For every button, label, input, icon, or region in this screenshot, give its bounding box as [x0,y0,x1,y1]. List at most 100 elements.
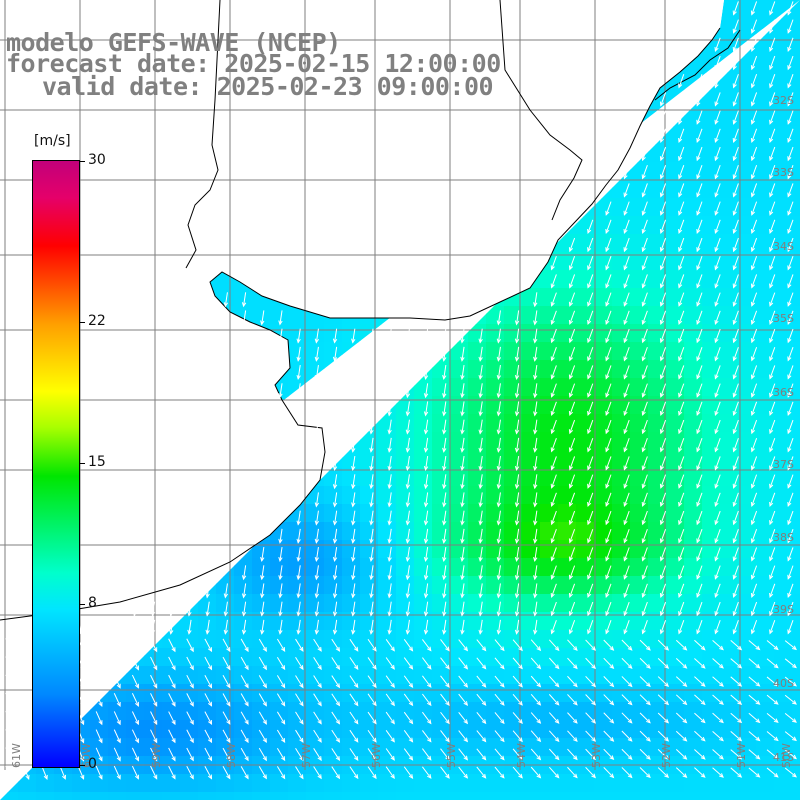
wind-arrowhead [787,592,792,599]
wind-arrowhead [787,319,792,326]
legend-tick-label: 22 [88,313,106,330]
wind-arrowhead [332,538,338,544]
wind-arrow [425,437,429,452]
wind-arrow [623,328,630,343]
wind-arrow [660,165,667,179]
wind-arrowhead [207,719,213,725]
wind-arrowhead [623,338,628,344]
wind-arrowhead [226,774,231,780]
wind-arrow [534,474,538,489]
wind-arrowhead [460,374,465,381]
wind-arrowhead [609,755,615,761]
wind-arrow [494,657,505,669]
wind-arrowhead [732,592,737,599]
wind-arrow [516,328,520,343]
wind-arrow [696,274,703,288]
wind-arrow [605,328,612,343]
wind-arrowhead [278,611,283,617]
wind-arrowhead [659,301,665,307]
wind-arrow [657,748,669,760]
wind-arrowhead [442,411,447,417]
wind-arrowhead [153,683,158,689]
wind-arrowhead [387,393,392,399]
wind-arrow [370,547,374,561]
wind-arrowhead [244,647,249,653]
wind-arrowhead [659,410,665,417]
wind-arrowhead [732,301,737,307]
wind-arrowhead [587,611,592,617]
wind-arrow [352,619,356,634]
wind-arrow [497,528,501,543]
wind-arrowhead [550,319,555,326]
wind-arrow [295,675,304,688]
wind-arrow [714,310,721,325]
wind-arrow [585,766,596,778]
wind-arrowhead [714,192,719,198]
wind-arrow [425,601,429,616]
wind-arrowhead [496,502,502,508]
wind-arrow [295,638,304,652]
wind-arrowhead [755,663,761,669]
wind-arrow [370,565,374,580]
wind-arrowhead [678,119,683,125]
wind-arrow [295,693,304,706]
wind-arrowhead [714,465,719,471]
wind-arrowhead [568,338,574,344]
wind-arrow [95,729,103,743]
wind-arrow [258,675,267,688]
wind-arrow [712,694,724,705]
wind-arrow [406,547,410,561]
wind-arrowhead [587,301,592,307]
wind-arrowhead [496,593,502,599]
wind-arrowhead [408,646,414,652]
wind-arrowhead [641,629,646,635]
wind-arrow [751,365,758,379]
wind-arrow [733,310,739,325]
wind-arrow [587,456,594,470]
wind-arrowhead [460,429,465,435]
wind-arrow [406,401,410,416]
wind-arrow [694,676,706,687]
wind-arrowhead [280,774,286,780]
wind-arrowhead [787,101,792,107]
wind-arrow [349,748,359,761]
wind-arrowhead [750,392,756,398]
wind-arrow [297,601,301,616]
wind-arrowhead [678,611,683,617]
wind-arrow [587,547,594,561]
wind-arrowhead [116,665,121,671]
wind-arrow [605,620,612,634]
wind-arrow [587,256,594,270]
wind-arrowhead [587,556,592,562]
wind-arrowhead [732,429,737,435]
wind-arrow [406,510,410,525]
wind-arrow [548,730,560,742]
wind-arrowhead [682,736,688,742]
wind-arrowhead [605,283,610,289]
wind-arrow [784,731,797,741]
wind-arrow [784,658,797,668]
wind-arrow [769,601,776,616]
wind-arrow [168,674,176,688]
wind-arrow [113,729,121,743]
wind-arrow [352,328,356,343]
wind-arrow [240,766,249,779]
wind-arrow [352,528,356,543]
wind-arrow [714,601,721,616]
wind-arrow [204,765,212,779]
wind-arrowhead [641,301,646,307]
wind-arrow [694,730,706,742]
wind-arrowhead [737,700,743,705]
wind-arrowhead [769,338,774,344]
wind-arrowhead [260,320,265,326]
wind-arrowhead [591,682,596,688]
wind-arrowhead [351,429,356,435]
wind-arrow [642,256,648,270]
wind-arrowhead [682,718,688,724]
wind-arrow [642,620,648,634]
wind-arrow [95,692,103,707]
wind-arrow [678,547,685,561]
wind-arrowhead [659,629,665,635]
wind-arrow [769,165,776,179]
wind-arrowhead [332,374,338,381]
